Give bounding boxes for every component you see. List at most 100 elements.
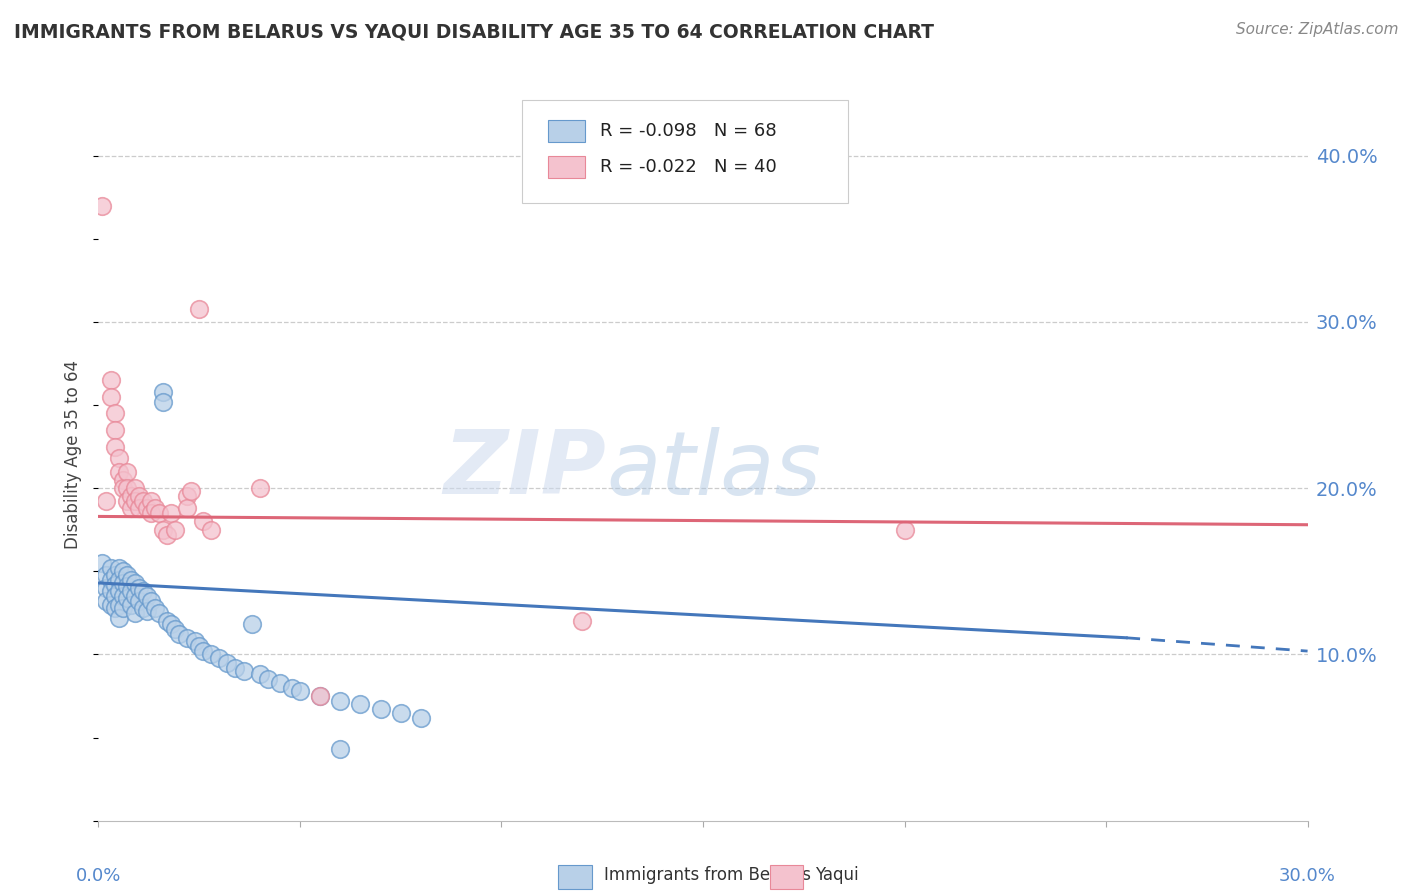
Point [249, 481, 271, 495]
Point [103, 406, 125, 420]
Point [100, 373, 122, 387]
Point [100, 390, 122, 404]
Point [115, 465, 138, 479]
Point [208, 650, 231, 665]
Point [160, 617, 183, 632]
FancyBboxPatch shape [769, 865, 803, 888]
Point [107, 611, 129, 625]
Point [100, 573, 122, 587]
Point [152, 394, 174, 409]
Point [893, 523, 915, 537]
Point [111, 600, 134, 615]
Point [349, 698, 371, 712]
Point [107, 598, 129, 612]
Point [152, 384, 174, 399]
Point [139, 494, 162, 508]
Point [128, 594, 150, 608]
Point [115, 567, 138, 582]
Point [91, 198, 114, 212]
Point [128, 581, 150, 595]
Point [107, 561, 129, 575]
Point [115, 481, 138, 495]
Point [256, 673, 278, 687]
Point [370, 702, 392, 716]
Point [96, 494, 118, 508]
Point [100, 584, 122, 599]
Point [124, 589, 146, 603]
Point [107, 451, 129, 466]
Point [115, 591, 138, 605]
Point [143, 600, 166, 615]
Point [148, 506, 170, 520]
Text: atlas: atlas [606, 426, 821, 513]
Point [389, 706, 412, 720]
Text: Immigrants from Belarus: Immigrants from Belarus [603, 866, 811, 885]
Point [124, 606, 146, 620]
Point [124, 481, 146, 495]
Point [184, 634, 207, 648]
Point [288, 684, 311, 698]
Point [232, 664, 254, 678]
Point [128, 501, 150, 516]
Point [188, 639, 211, 653]
Point [111, 589, 134, 603]
Point [163, 623, 186, 637]
Text: 0.0%: 0.0% [76, 867, 121, 885]
FancyBboxPatch shape [548, 120, 585, 142]
Point [148, 606, 170, 620]
Text: R = -0.098   N = 68: R = -0.098 N = 68 [600, 122, 778, 140]
Point [176, 490, 198, 504]
Point [124, 494, 146, 508]
Point [103, 589, 125, 603]
Point [120, 501, 142, 516]
Point [224, 661, 246, 675]
Point [329, 694, 352, 708]
Point [107, 573, 129, 587]
Point [124, 576, 146, 591]
Point [96, 567, 118, 582]
Point [103, 440, 125, 454]
FancyBboxPatch shape [522, 100, 848, 202]
Point [91, 556, 114, 570]
Point [132, 494, 155, 508]
Point [240, 617, 263, 632]
Point [200, 523, 222, 537]
Point [180, 484, 202, 499]
Point [115, 579, 138, 593]
Point [103, 423, 125, 437]
Point [132, 600, 155, 615]
Point [139, 594, 162, 608]
Point [135, 589, 157, 603]
Point [100, 598, 122, 612]
Point [111, 576, 134, 591]
Point [571, 614, 593, 628]
Point [309, 689, 332, 703]
Point [120, 573, 142, 587]
Point [143, 501, 166, 516]
Point [139, 506, 162, 520]
Point [135, 604, 157, 618]
Point [115, 494, 138, 508]
Y-axis label: Disability Age 35 to 64: Disability Age 35 to 64 [65, 360, 83, 549]
FancyBboxPatch shape [548, 156, 585, 178]
Point [128, 490, 150, 504]
Text: Source: ZipAtlas.com: Source: ZipAtlas.com [1236, 22, 1399, 37]
Text: IMMIGRANTS FROM BELARUS VS YAQUI DISABILITY AGE 35 TO 64 CORRELATION CHART: IMMIGRANTS FROM BELARUS VS YAQUI DISABIL… [14, 22, 934, 41]
Text: Yaqui: Yaqui [815, 866, 859, 885]
Point [111, 473, 134, 487]
Point [167, 627, 190, 641]
Point [103, 600, 125, 615]
Point [120, 490, 142, 504]
Point [111, 481, 134, 495]
Point [107, 584, 129, 599]
Text: ZIP: ZIP [443, 426, 606, 513]
Point [135, 501, 157, 516]
Point [160, 506, 183, 520]
Text: 30.0%: 30.0% [1279, 867, 1336, 885]
Point [96, 594, 118, 608]
Point [409, 710, 432, 724]
Point [96, 581, 118, 595]
Point [156, 527, 179, 541]
Text: R = -0.022   N = 40: R = -0.022 N = 40 [600, 159, 778, 177]
Point [269, 675, 291, 690]
